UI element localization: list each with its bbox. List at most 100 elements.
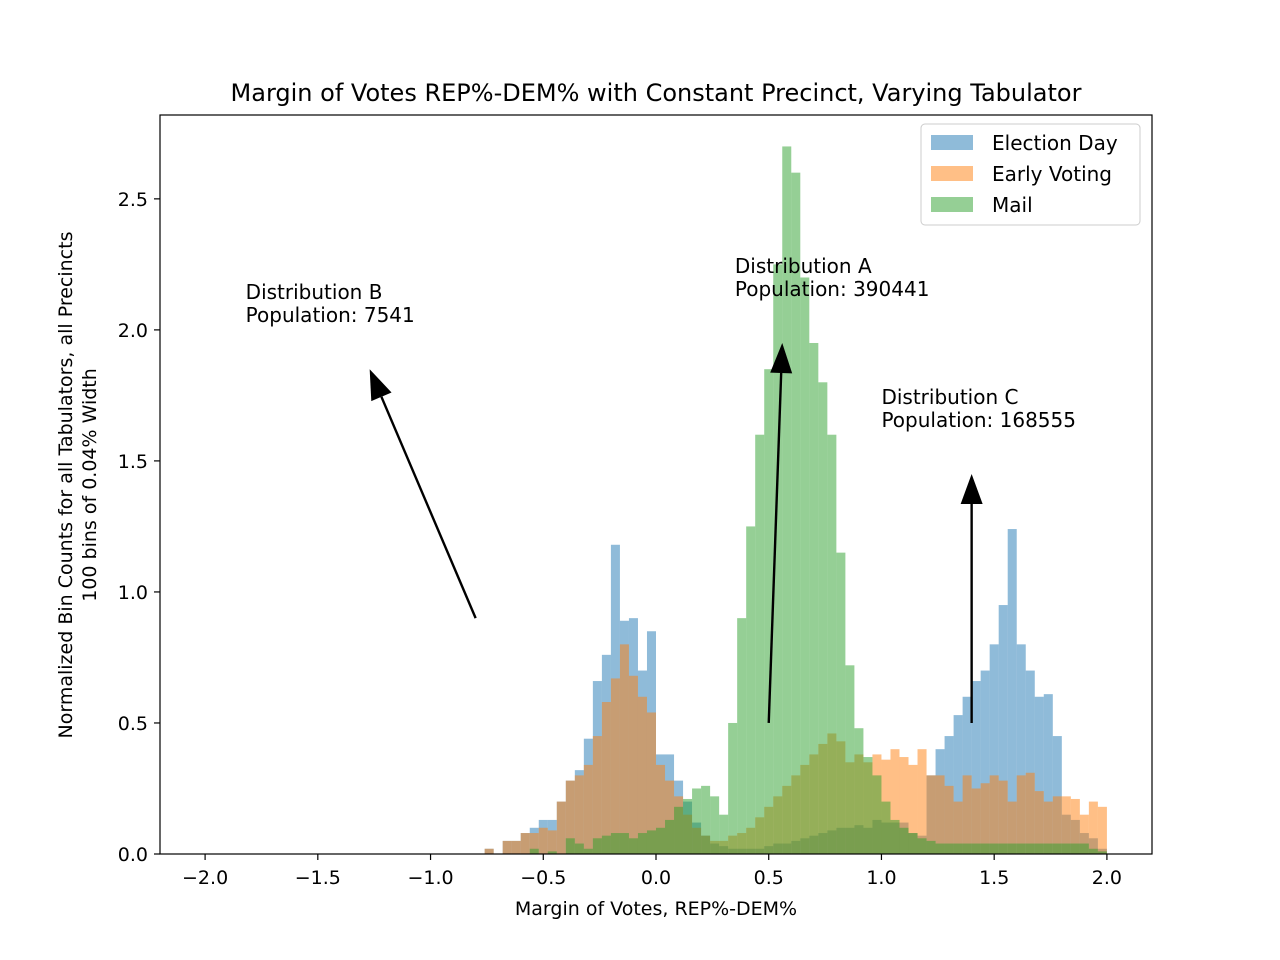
x-tick-label: 0.5: [754, 867, 784, 889]
bar-mail: [818, 382, 828, 854]
bar-early-voting: [1025, 772, 1035, 854]
bar-mail: [809, 342, 819, 854]
bar-election-day: [980, 670, 990, 854]
bar-early-voting: [646, 712, 656, 854]
bar-early-voting: [619, 644, 629, 854]
annotation-text: Population: 7541: [246, 303, 415, 327]
bar-mail: [782, 146, 792, 854]
bar-mail: [1034, 843, 1044, 854]
bar-mail: [908, 833, 918, 854]
bar-mail: [656, 827, 666, 854]
x-tick-label: 2.0: [1092, 867, 1122, 889]
bar-election-day: [989, 644, 999, 854]
bar-mail: [592, 838, 602, 854]
bar-early-voting: [592, 736, 602, 854]
bar-mail: [1025, 843, 1035, 854]
bar-early-voting: [1088, 801, 1098, 854]
bar-early-voting: [953, 801, 963, 854]
bar-mail: [619, 833, 629, 854]
bar-early-voting: [899, 757, 909, 854]
bar-mail: [971, 843, 981, 854]
bar-early-voting: [1070, 798, 1080, 854]
bar-mail: [998, 843, 1008, 854]
bar-early-voting: [547, 830, 557, 854]
legend-label-election-day: Election Day: [992, 131, 1118, 155]
bar-early-voting: [502, 840, 512, 854]
x-tick-label: 1.0: [866, 867, 896, 889]
bar-mail: [845, 665, 855, 854]
y-tick-label: 1.5: [118, 451, 148, 473]
arrow-head: [960, 474, 983, 505]
bar-mail: [1070, 843, 1080, 854]
bar-election-day: [1025, 670, 1035, 854]
bar-election-day: [1034, 696, 1044, 854]
bar-mail: [728, 722, 738, 854]
bar-mail: [710, 796, 720, 854]
x-axis-ticks: −2.0 −1.5 −1.0 −0.5 0.0 0.5 1.0 1.5 2.0: [182, 854, 1122, 889]
bar-mail: [583, 848, 593, 854]
histogram-bars: [484, 146, 1107, 855]
bar-mail: [737, 618, 747, 854]
bar-mail: [764, 369, 774, 854]
bar-mail: [1043, 843, 1053, 854]
bar-mail: [646, 830, 656, 854]
bar-early-voting: [926, 775, 936, 854]
y-axis-label: Normalized Bin Counts for all Tabulators…: [55, 232, 101, 739]
bar-mail: [755, 434, 765, 854]
bar-mail: [836, 552, 846, 854]
bar-mail: [773, 264, 783, 854]
bar-mail: [791, 172, 801, 854]
bar-mail: [980, 843, 990, 854]
annotation-text: Population: 390441: [735, 277, 930, 301]
bar-mail: [683, 798, 693, 854]
bar-early-voting: [908, 764, 918, 854]
bar-mail: [637, 833, 647, 854]
y-tick-label: 2.5: [118, 189, 148, 211]
bar-mail: [692, 788, 702, 854]
annotation-text: Distribution C: [881, 385, 1018, 409]
bar-early-voting: [511, 840, 521, 854]
bar-mail: [917, 838, 927, 854]
bar-early-voting: [935, 775, 945, 854]
bar-early-voting: [610, 678, 620, 854]
chart-title: Margin of Votes REP%-DEM% with Constant …: [231, 79, 1082, 107]
annotation-text: Distribution B: [246, 280, 383, 304]
bar-election-day: [953, 715, 963, 854]
bar-mail: [1088, 848, 1098, 854]
legend-box: [920, 123, 1141, 226]
arrow-head: [369, 369, 392, 402]
bar-mail: [1097, 851, 1107, 854]
bar-mail: [899, 827, 909, 854]
bar-election-day: [1052, 736, 1062, 854]
legend-label-early-voting: Early Voting: [992, 162, 1112, 186]
bar-mail: [601, 835, 611, 854]
bar-mail: [872, 775, 882, 854]
bar-mail: [827, 434, 837, 854]
bar-election-day: [971, 681, 981, 854]
bar-early-voting: [971, 788, 981, 854]
x-tick-label: 0.0: [641, 867, 671, 889]
bar-election-day: [1016, 644, 1026, 854]
legend-swatch-election-day: [931, 135, 973, 150]
arrow-shaft: [767, 372, 783, 724]
bar-mail: [881, 801, 891, 854]
bar-mail: [565, 838, 575, 854]
bar-mail: [574, 843, 584, 854]
y-tick-label: 0.5: [118, 713, 148, 735]
bar-mail: [719, 814, 729, 854]
y-tick-label: 2.0: [118, 320, 148, 342]
bar-mail: [890, 819, 900, 854]
bar-early-voting: [1079, 814, 1089, 854]
bar-early-voting: [637, 696, 647, 854]
bar-election-day: [1007, 529, 1017, 854]
bar-mail: [746, 526, 756, 854]
bar-early-voting: [962, 775, 972, 854]
bar-early-voting: [538, 827, 548, 854]
bar-early-voting: [529, 833, 539, 854]
bar-early-voting: [1007, 801, 1017, 854]
arrow-shaft: [380, 396, 477, 619]
bar-mail: [1052, 843, 1062, 854]
